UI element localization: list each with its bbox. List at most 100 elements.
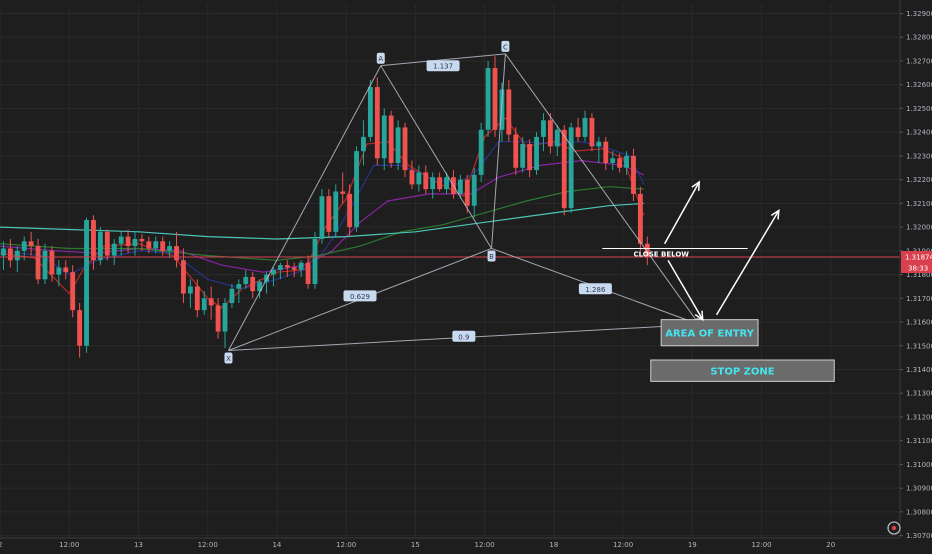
candle — [644, 236, 650, 266]
candle-body — [644, 243, 650, 257]
moving-average-line-5 — [0, 202, 644, 240]
time-tick-label: 19 — [688, 541, 697, 549]
candle-body — [561, 129, 567, 209]
candle-body — [554, 129, 560, 147]
candle-body — [118, 236, 124, 244]
candle-body — [181, 260, 186, 294]
candle — [257, 279, 263, 299]
price-tick-label: 1.32200 — [906, 176, 932, 184]
ratio-badge — [426, 60, 460, 72]
area-of-entry-zone[interactable] — [660, 319, 759, 347]
candle — [215, 298, 221, 339]
pattern-point-c[interactable]: C — [501, 40, 510, 52]
candle-body — [361, 136, 366, 152]
pattern-ratio[interactable]: 0.9 — [452, 330, 476, 342]
candle — [492, 56, 498, 137]
candle-body — [437, 177, 443, 190]
price-tick-label: 1.32300 — [906, 152, 932, 160]
pattern-ratio[interactable]: 1.286 — [578, 283, 612, 295]
candle — [637, 186, 643, 251]
candle — [319, 189, 325, 244]
candle — [160, 236, 166, 256]
stop-zone[interactable] — [650, 359, 835, 382]
time-tick-label: 12:00 — [475, 541, 495, 549]
arrow-head — [694, 310, 704, 322]
price-tick-label: 1.30800 — [906, 508, 932, 516]
price-tick-label: 1.32900 — [906, 10, 932, 18]
price-axis[interactable]: 1.32900 1.32800 1.32700 1.32600 1.32500 1.324… — [899, 0, 932, 550]
candle-body — [499, 89, 505, 130]
candle-body — [104, 231, 110, 256]
candle — [125, 229, 131, 254]
candle-body — [1, 248, 6, 256]
candle — [229, 284, 235, 308]
ratio-label: 1.137 — [433, 63, 453, 71]
candle — [181, 248, 186, 304]
settings-icon[interactable] — [887, 521, 901, 535]
candle-body — [575, 127, 581, 137]
pattern-point-b[interactable]: B — [487, 250, 496, 262]
candle — [111, 238, 117, 266]
point-label: A — [378, 55, 383, 63]
candle-body — [582, 117, 588, 137]
candle-body — [367, 87, 373, 137]
candle-body — [291, 267, 297, 270]
price-tick-label: 1.30900 — [906, 485, 932, 493]
arrow-3[interactable] — [715, 208, 780, 316]
candle-body — [610, 158, 616, 164]
time-tick-label: 18 — [549, 541, 558, 549]
candle-body — [201, 298, 207, 311]
pattern-ratio[interactable]: 0.629 — [343, 290, 377, 302]
price-tick-label: 1.32700 — [906, 57, 932, 65]
candle — [388, 110, 394, 168]
candle-body — [222, 303, 228, 332]
candle-body — [631, 155, 636, 194]
arrow-1[interactable] — [663, 180, 701, 245]
candle-body — [478, 129, 484, 175]
price-tick-label: 1.31700 — [906, 295, 932, 303]
candle — [361, 120, 366, 166]
pattern-point-a[interactable]: A — [376, 52, 385, 64]
candle-body — [527, 144, 533, 171]
candle-body — [333, 191, 339, 232]
candle-body — [208, 298, 214, 306]
current-price-badge[interactable]: 1.31874 38:33 — [901, 250, 932, 273]
arrow-shaft — [715, 210, 780, 316]
candle-body — [409, 170, 415, 185]
candle — [340, 172, 346, 204]
candle-body — [77, 310, 83, 346]
annotations[interactable]: CLOSE BELOW AREA OF ENTRY STOP ZONE — [602, 180, 835, 382]
pattern-ratio[interactable]: 1.137 — [426, 60, 460, 72]
price-tick-label: 1.32500 — [906, 105, 932, 113]
candle — [631, 148, 636, 201]
candle — [312, 231, 318, 289]
candle — [208, 286, 214, 320]
candle — [305, 255, 311, 289]
candle-body — [174, 246, 179, 261]
candle-body — [464, 179, 470, 206]
time-axis[interactable]: 2 12:00 13 12:00 14 12:00 15 12:00 18 12:00 19 12:0… — [0, 537, 900, 549]
candle — [222, 298, 228, 349]
candle-body — [153, 241, 159, 249]
candle-body — [264, 274, 269, 282]
candle — [271, 267, 276, 287]
price-tick-label: 1.32600 — [906, 81, 932, 89]
candle — [464, 174, 470, 213]
candle — [575, 117, 581, 142]
candle — [243, 269, 249, 289]
arrow-2[interactable] — [667, 259, 704, 322]
candle — [7, 238, 13, 268]
candle — [42, 243, 48, 285]
moving-average-line-4 — [0, 186, 644, 261]
price-tick-label: 1.31200 — [906, 413, 932, 421]
candle — [520, 136, 526, 173]
candle — [617, 153, 623, 173]
candle-body — [125, 236, 131, 247]
pattern-point-x[interactable]: X — [224, 352, 233, 364]
candle-body — [21, 241, 27, 251]
candle-body — [250, 276, 256, 292]
candle — [485, 60, 491, 137]
point-label: C — [503, 43, 508, 51]
ratio-label: 0.9 — [458, 333, 469, 341]
